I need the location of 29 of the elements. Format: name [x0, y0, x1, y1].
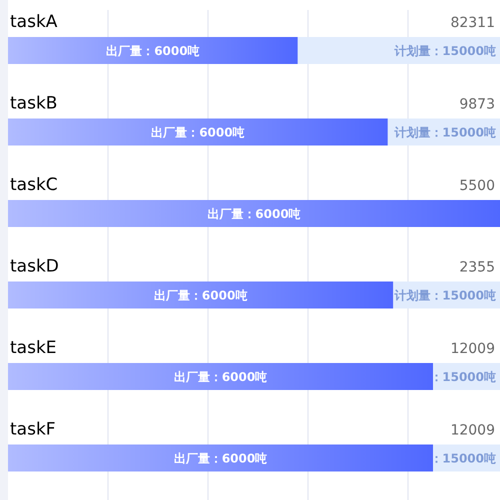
annotation: 计划量：15000吨 — [393, 44, 496, 58]
bar — [8, 37, 298, 64]
annotation: ：15000吨 — [430, 452, 496, 466]
bar — [8, 200, 500, 227]
bar — [8, 118, 388, 146]
annotation: 计划量：15000吨 — [393, 126, 496, 140]
annotation: 出厂量：6000吨 — [174, 452, 268, 466]
annotation: 12009 — [450, 341, 495, 357]
annotation: 2355 — [459, 260, 495, 276]
y-tick-label: taskE — [10, 338, 57, 358]
y-tick-label: taskC — [10, 175, 58, 195]
bar — [8, 363, 434, 390]
y-tick-label: taskF — [10, 420, 56, 440]
annotation: 出厂量：6000吨 — [207, 207, 301, 221]
bar — [8, 444, 434, 472]
annotation: 出厂量：6000吨 — [151, 126, 245, 140]
annotation: 9873 — [459, 96, 495, 112]
annotation: 计划量：15000吨 — [393, 288, 496, 302]
annotation: ：15000吨 — [430, 370, 496, 384]
y-tick-label: taskB — [10, 94, 58, 114]
y-tick-label: taskA — [10, 12, 58, 32]
annotation: 出厂量：6000吨 — [174, 370, 268, 384]
annotation: 5500 — [459, 178, 495, 194]
annotation: 12009 — [450, 422, 495, 438]
annotation: 出厂量：6000吨 — [154, 288, 248, 302]
bar — [8, 282, 394, 308]
annotation: 82311 — [450, 15, 495, 31]
y-tick-label: taskD — [10, 256, 59, 276]
annotation: 出厂量：6000吨 — [106, 44, 200, 58]
